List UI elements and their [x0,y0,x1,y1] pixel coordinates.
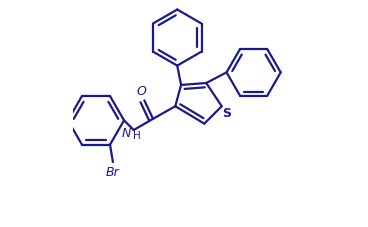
Text: N: N [122,127,131,140]
Text: O: O [137,84,146,97]
Text: Br: Br [106,165,120,178]
Text: S: S [222,106,231,119]
Text: H: H [133,131,141,141]
